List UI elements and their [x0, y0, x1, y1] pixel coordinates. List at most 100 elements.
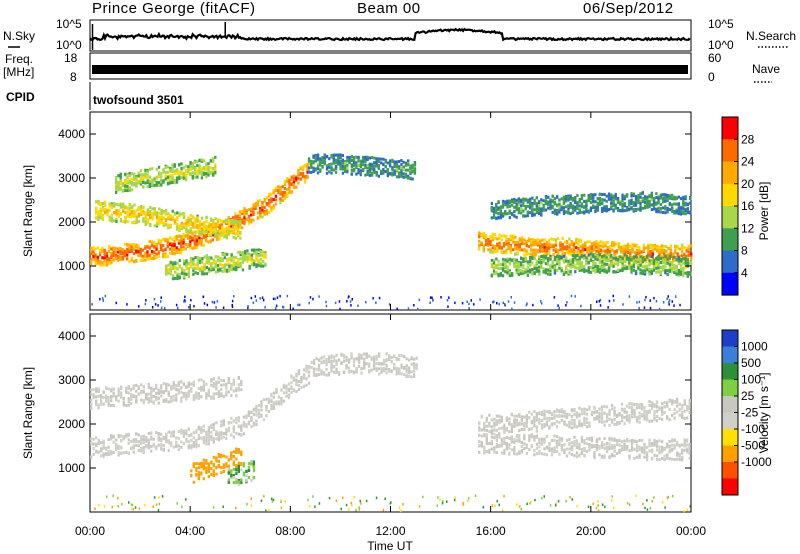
power-cell: [517, 197, 520, 201]
power-cell: [214, 163, 217, 167]
power-cell: [499, 210, 502, 214]
power-cell: [545, 246, 549, 250]
power-cell: [234, 236, 237, 240]
date-title: 06/Sep/2012: [583, 0, 674, 17]
power-cell: [529, 256, 532, 259]
power-cell: [153, 210, 156, 214]
power-cell: [153, 179, 156, 183]
power-cell: [94, 257, 97, 261]
velocity-cell: [115, 438, 118, 442]
power-cell: [155, 211, 159, 215]
power-cell: [350, 168, 353, 172]
power-cell: [666, 261, 669, 265]
power-cell: [517, 262, 520, 266]
power-cell: [664, 199, 667, 203]
power-cell: [180, 247, 183, 251]
power-cell: [239, 253, 242, 257]
power-cell: [511, 212, 514, 215]
power-cell: [162, 249, 165, 253]
power-cell: [153, 176, 156, 180]
power-cell: [407, 159, 410, 163]
power-cell: [177, 234, 181, 238]
power-cell: [588, 240, 591, 244]
velocity-cell: [132, 450, 135, 454]
power-cell: [270, 197, 273, 201]
power-cell: [608, 249, 612, 253]
power-cell: [339, 167, 342, 171]
power-cell: [587, 194, 590, 198]
nsky-tick-bottom: 10^0: [56, 38, 82, 52]
power-cell: [508, 271, 511, 275]
power-cell: [571, 207, 575, 211]
power-cell: [675, 266, 678, 270]
power-cell: [355, 172, 358, 176]
power-cell: [207, 222, 210, 226]
power-cell: [159, 248, 163, 252]
power-cell: [598, 193, 602, 197]
power-cell: [212, 261, 215, 265]
velocity-cell: [242, 420, 246, 424]
power-cell: [664, 254, 667, 258]
power-cell: [178, 264, 181, 268]
power-cell: [328, 170, 331, 174]
velocity-cell: [285, 391, 288, 395]
power-cell: [487, 240, 490, 244]
power-cell: [601, 262, 604, 266]
power-cell: [583, 193, 586, 197]
power-cell: [178, 275, 181, 279]
power-cell: [680, 272, 683, 276]
velocity-cell: [147, 438, 150, 442]
power-cell: [523, 248, 526, 251]
power-cell: [569, 197, 572, 201]
power-cell: [123, 249, 127, 253]
power-cell: [544, 268, 548, 272]
power-cell: [680, 206, 683, 210]
power-cell: [667, 247, 670, 250]
power-cell: [135, 176, 138, 180]
power-cell: [522, 198, 525, 201]
power-cell: [652, 266, 656, 270]
power-cell: [411, 166, 414, 170]
power-cell: [556, 203, 559, 207]
velocity-cell: [255, 423, 258, 426]
power-cell: [228, 229, 231, 233]
power-cell: [247, 217, 251, 221]
power-cell: [604, 244, 607, 248]
power-cell: [566, 248, 569, 252]
velocity-cell: [125, 435, 128, 439]
power-cell: [400, 163, 403, 166]
power-cell: [262, 264, 265, 268]
power-cell: [101, 208, 105, 212]
power-cell: [162, 179, 165, 183]
velocity-cell: [140, 438, 143, 442]
power-cell: [146, 213, 150, 217]
power-cell: [214, 270, 217, 274]
power-cell: [535, 259, 538, 263]
power-cell: [274, 189, 278, 193]
power-cell: [279, 201, 282, 205]
velocity-cell: [260, 404, 263, 408]
power-cell: [130, 245, 133, 249]
power-cell: [563, 245, 567, 249]
power-cell: [683, 245, 686, 249]
power-cell: [380, 172, 383, 176]
velocity-cell: [110, 434, 113, 438]
velocity-cell: [132, 438, 135, 442]
power-cell: [657, 270, 660, 274]
power-cell: [594, 205, 597, 209]
power-cell: [679, 303, 681, 307]
power-cell: [680, 269, 683, 272]
power-cell: [507, 241, 510, 245]
velocity-cell: [185, 432, 188, 436]
power-cell: [514, 247, 517, 251]
power-cell: [533, 201, 536, 205]
power-cell: [237, 228, 240, 232]
power-cell: [549, 207, 552, 210]
power-cell: [558, 205, 561, 209]
power-cell: [560, 269, 563, 273]
power-cell: [366, 163, 369, 167]
power-cell: [684, 260, 687, 263]
power-cell: [189, 246, 192, 249]
power-cell: [96, 261, 100, 265]
power-cell: [570, 242, 573, 246]
